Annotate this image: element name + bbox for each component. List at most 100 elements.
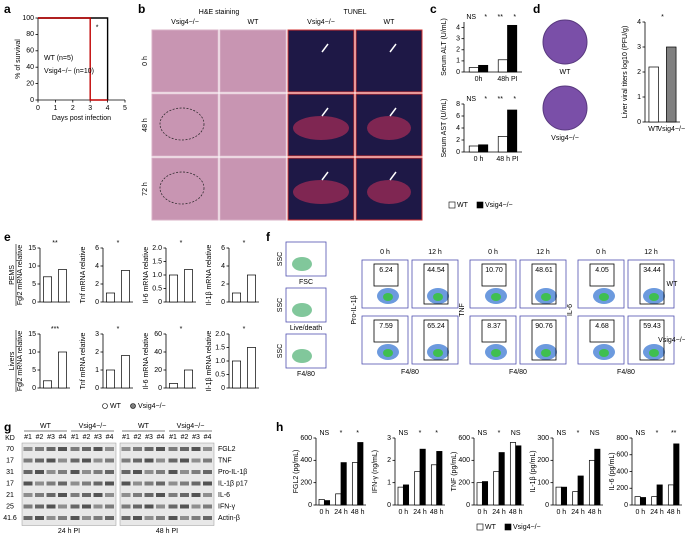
y-tick-label: 2 <box>637 69 641 76</box>
blot-band <box>105 481 114 486</box>
timepoint-label: 12 h <box>428 249 442 256</box>
blot-band <box>58 481 67 486</box>
blot-band <box>191 470 201 474</box>
blot-band <box>23 504 33 509</box>
bar <box>351 462 359 506</box>
y-tick-label: 0 <box>158 299 162 306</box>
y-axis-label: Il-1β mRNA relative <box>206 331 213 392</box>
blot-band <box>35 447 44 451</box>
blot-band <box>105 447 114 451</box>
micrograph <box>151 93 219 157</box>
blot-band <box>156 470 165 474</box>
flow-core <box>491 349 501 357</box>
axis-label: TNF <box>459 303 466 317</box>
y-tick-label: 1.5 <box>215 344 225 351</box>
legend-marker <box>130 403 136 409</box>
blot-band <box>180 470 189 474</box>
lane-label: #3 <box>94 434 102 441</box>
blot-band <box>70 504 80 509</box>
lane-label: #2 <box>83 434 91 441</box>
y-tick-label: 0 <box>221 385 225 392</box>
blot-band <box>121 493 131 497</box>
blot-band <box>70 493 80 497</box>
panel-letter: b <box>138 2 145 16</box>
blot-band <box>105 493 114 497</box>
significance: NS <box>466 96 476 103</box>
x-tick-label: 0 <box>36 105 40 112</box>
bar <box>419 448 426 506</box>
blot-band <box>144 458 154 463</box>
kd-value: 41.6 <box>3 515 17 522</box>
band-label: IL-1β p17 <box>218 480 248 487</box>
significance: NS <box>466 14 476 21</box>
blot-band <box>58 516 67 520</box>
blot-band <box>203 447 212 451</box>
blot-band <box>46 516 56 520</box>
bar <box>639 497 647 506</box>
blot-band <box>93 458 103 463</box>
y-tick-label: 200 <box>458 480 470 487</box>
y-axis-label: Tnf mRNA relative <box>80 246 87 303</box>
axis-label: SSC <box>277 298 284 312</box>
timepoint-label: 0 h <box>488 249 498 256</box>
bar <box>58 269 67 303</box>
flow-core <box>649 349 659 357</box>
bar <box>43 276 52 303</box>
blot-band <box>121 481 131 486</box>
blot-band <box>46 481 56 486</box>
row-label: PEMS <box>9 265 16 285</box>
y-tick-label: 1.5 <box>152 258 162 265</box>
micrograph <box>287 29 355 93</box>
bar <box>498 452 505 506</box>
gate-percentage: 59.43 <box>643 323 661 330</box>
kd-value: 25 <box>6 503 14 510</box>
blot-band <box>203 470 212 474</box>
bar <box>666 46 677 123</box>
tunel-signal <box>293 180 349 204</box>
flow-core <box>433 293 443 301</box>
blot-band <box>70 470 80 474</box>
gate <box>423 263 449 305</box>
bar <box>247 347 256 389</box>
legend-marker <box>476 201 484 209</box>
blot-band <box>105 470 114 474</box>
blot-band <box>35 481 44 486</box>
blot-band <box>58 504 67 509</box>
blot-band <box>35 504 44 509</box>
flow-cloud <box>292 349 312 363</box>
bar <box>340 462 347 506</box>
blot-band <box>191 516 201 520</box>
y-tick-label: 0 <box>466 502 470 509</box>
gate-percentage: 65.24 <box>427 323 445 330</box>
survival-line <box>38 17 108 101</box>
bar <box>555 486 562 506</box>
significance: NS <box>635 430 645 437</box>
y-axis-label: % of survival <box>15 39 22 79</box>
blot-band <box>133 504 142 509</box>
blot-band <box>168 516 178 520</box>
y-tick-label: 0 <box>545 502 549 509</box>
significance: ** <box>498 14 504 21</box>
gate <box>481 263 507 287</box>
legend-label: Vsig4−/− <box>513 524 541 531</box>
y-axis-label: Fgl2 mRNA relative <box>17 331 24 391</box>
bar <box>509 442 517 506</box>
y-tick-label: 6 <box>221 245 225 252</box>
column-label: Vsig4−/− <box>307 19 335 26</box>
axis-label: SSC <box>277 344 284 358</box>
gate-percentage: 4.68 <box>595 323 609 330</box>
significance: ** <box>52 240 58 247</box>
x-tick-label: 48 h <box>430 509 444 516</box>
gate-percentage: 48.61 <box>535 267 553 274</box>
flow-core <box>491 293 501 301</box>
gate-percentage: 10.70 <box>485 267 503 274</box>
micrograph <box>355 29 423 93</box>
significance: * <box>435 430 438 437</box>
axis-label: FSC <box>299 279 313 286</box>
y-tick-label: 0 <box>308 502 312 509</box>
blot-band <box>133 481 142 486</box>
y-tick-label: 60 <box>26 48 34 55</box>
arrow <box>321 107 329 117</box>
blot-band <box>168 470 178 474</box>
